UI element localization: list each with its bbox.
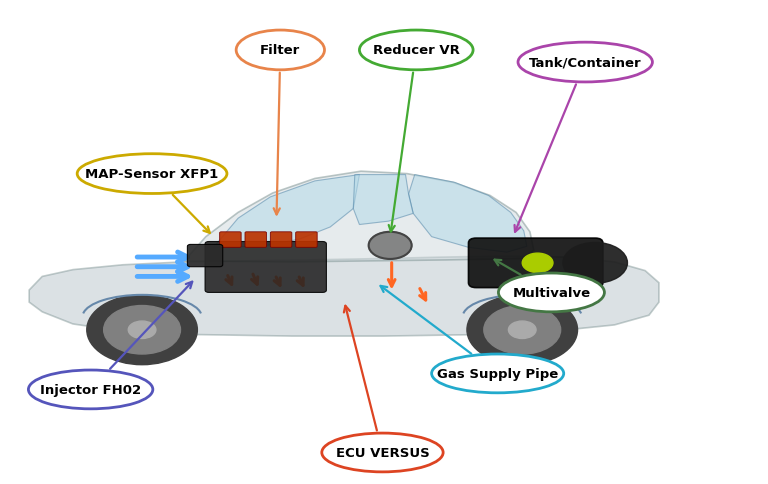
- Circle shape: [369, 232, 412, 259]
- FancyBboxPatch shape: [205, 242, 326, 293]
- Circle shape: [563, 243, 627, 284]
- Ellipse shape: [78, 154, 227, 194]
- Circle shape: [87, 295, 197, 365]
- FancyBboxPatch shape: [270, 232, 292, 248]
- Circle shape: [128, 321, 156, 339]
- Polygon shape: [29, 257, 659, 336]
- Ellipse shape: [518, 43, 652, 83]
- Circle shape: [484, 306, 561, 354]
- Text: Filter: Filter: [260, 45, 300, 57]
- FancyBboxPatch shape: [187, 245, 223, 267]
- FancyBboxPatch shape: [468, 239, 603, 288]
- Polygon shape: [353, 175, 413, 225]
- FancyBboxPatch shape: [220, 232, 241, 248]
- Text: Tank/Container: Tank/Container: [529, 57, 641, 69]
- Polygon shape: [184, 172, 534, 262]
- Polygon shape: [214, 175, 359, 248]
- Text: Reducer VR: Reducer VR: [372, 45, 460, 57]
- Text: ECU VERSUS: ECU VERSUS: [336, 446, 429, 459]
- FancyBboxPatch shape: [296, 232, 317, 248]
- Ellipse shape: [28, 370, 153, 409]
- Text: Gas Supply Pipe: Gas Supply Pipe: [437, 367, 558, 380]
- Circle shape: [104, 306, 180, 354]
- Circle shape: [508, 321, 536, 339]
- Ellipse shape: [359, 31, 473, 71]
- Text: Multivalve: Multivalve: [512, 287, 591, 299]
- Ellipse shape: [322, 433, 443, 472]
- FancyBboxPatch shape: [245, 232, 266, 248]
- Text: MAP-Sensor XFP1: MAP-Sensor XFP1: [85, 168, 219, 181]
- Polygon shape: [409, 175, 527, 253]
- Ellipse shape: [432, 354, 564, 393]
- Circle shape: [467, 295, 578, 365]
- Ellipse shape: [498, 273, 604, 312]
- Ellipse shape: [237, 31, 324, 71]
- Circle shape: [522, 254, 553, 273]
- Text: Injector FH02: Injector FH02: [40, 383, 141, 396]
